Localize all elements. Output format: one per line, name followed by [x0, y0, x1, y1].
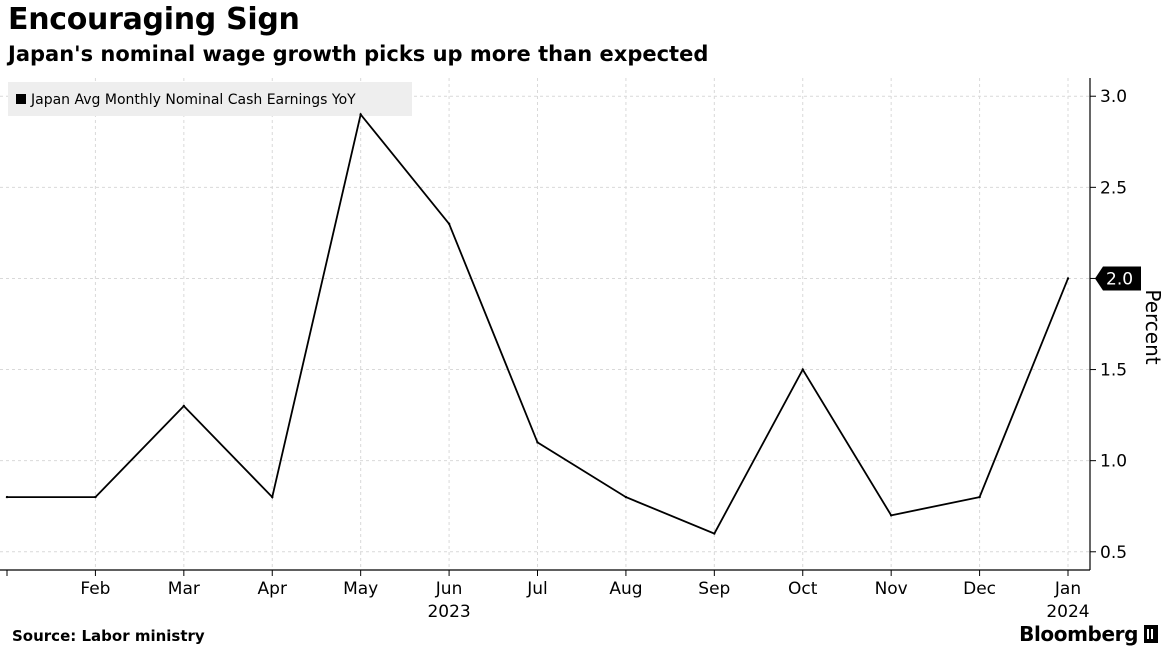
x-tick-label: May: [343, 579, 378, 599]
horizontal-gridlines: [0, 95, 1090, 553]
x-tick-label: Nov: [875, 579, 908, 599]
callout-value: 2.0: [1106, 269, 1133, 289]
x-tick-labels: Feb Mar Apr May Jun Jul Aug Sep Oct Nov Dec Jan 2023…: [80, 579, 1089, 622]
data-point: [182, 404, 186, 408]
year-label: 2024: [1046, 602, 1089, 622]
legend-background: [8, 82, 412, 116]
legend: Japan Avg Monthly Nominal Cash Earnings …: [8, 82, 412, 116]
chart-title: Encouraging Sign: [8, 2, 300, 37]
y-axis-label: Percent: [1141, 289, 1165, 364]
chart-subtitle: Japan's nominal wage growth picks up mor…: [8, 42, 709, 66]
vertical-gridlines: [94, 78, 1069, 570]
x-tick-label: Oct: [788, 579, 818, 599]
y-tick-label: 1.0: [1100, 452, 1127, 472]
data-point: [1066, 277, 1070, 280]
x-tick-label: Dec: [963, 579, 996, 599]
brand-wordmark: Bloomberg: [1019, 622, 1138, 646]
x-tick-label: Aug: [609, 579, 642, 599]
year-label: 2023: [427, 602, 470, 622]
y-tick-label: 1.5: [1100, 361, 1127, 381]
x-tick-label: Jan: [1054, 579, 1081, 599]
data-point: [713, 532, 716, 535]
x-tick-label: Feb: [80, 579, 110, 599]
y-tick-labels: 0.5 1.0 1.5 2.5 3.0: [1100, 87, 1127, 563]
data-point: [359, 113, 362, 116]
callout-background: [1095, 266, 1141, 291]
data-point: [978, 495, 981, 499]
axes: [0, 78, 1096, 576]
x-tick-label: Apr: [258, 579, 287, 599]
data-point: [536, 441, 539, 444]
data-point: [5, 495, 9, 499]
data-point: [447, 222, 451, 225]
x-tick-label: Sep: [698, 579, 730, 599]
x-tick-label: Jun: [435, 579, 463, 599]
legend-swatch: [16, 94, 26, 104]
x-tick-label: Jul: [526, 579, 548, 599]
data-point: [801, 368, 804, 371]
source-note: Source: Labor ministry: [12, 627, 205, 645]
data-point: [271, 495, 274, 499]
bloomberg-terminal-icon: [1144, 625, 1158, 643]
legend-entry: Japan Avg Monthly Nominal Cash Earnings …: [30, 92, 356, 108]
data-point: [94, 495, 97, 499]
data-point: [624, 495, 628, 499]
x-tick-label: Mar: [168, 579, 200, 599]
series-group: [5, 112, 1070, 535]
data-point: [889, 514, 893, 517]
y-tick-label: 0.5: [1100, 543, 1127, 563]
y-tick-label: 2.5: [1100, 178, 1127, 198]
y-tick-label: 3.0: [1100, 87, 1127, 107]
last-value-callout: 2.0: [1095, 266, 1141, 291]
brand-logo: Bloomberg: [1019, 622, 1158, 646]
